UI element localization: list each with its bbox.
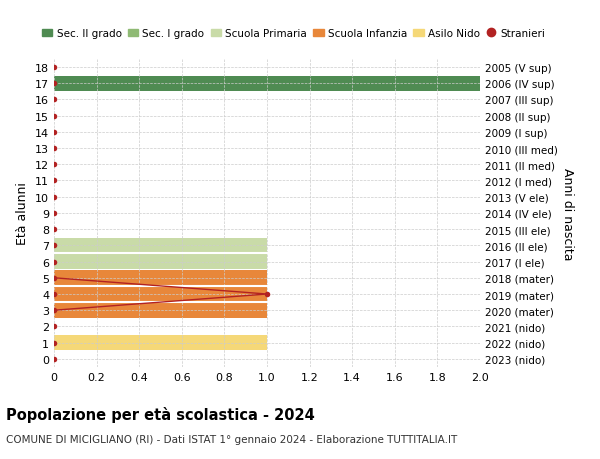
Bar: [54, 336, 267, 350]
Bar: [54, 287, 267, 302]
Bar: [54, 271, 267, 285]
Legend: Sec. II grado, Sec. I grado, Scuola Primaria, Scuola Infanzia, Asilo Nido, Stran: Sec. II grado, Sec. I grado, Scuola Prim…: [38, 25, 550, 43]
Y-axis label: Anni di nascita: Anni di nascita: [562, 167, 574, 260]
Text: COMUNE DI MICIGLIANO (RI) - Dati ISTAT 1° gennaio 2024 - Elaborazione TUTTITALIA: COMUNE DI MICIGLIANO (RI) - Dati ISTAT 1…: [6, 434, 457, 444]
Bar: [54, 303, 267, 318]
Y-axis label: Età alunni: Età alunni: [16, 182, 29, 245]
Bar: [54, 238, 267, 253]
Bar: [54, 255, 267, 269]
Text: Popolazione per età scolastica - 2024: Popolazione per età scolastica - 2024: [6, 406, 315, 422]
Bar: [54, 77, 480, 91]
